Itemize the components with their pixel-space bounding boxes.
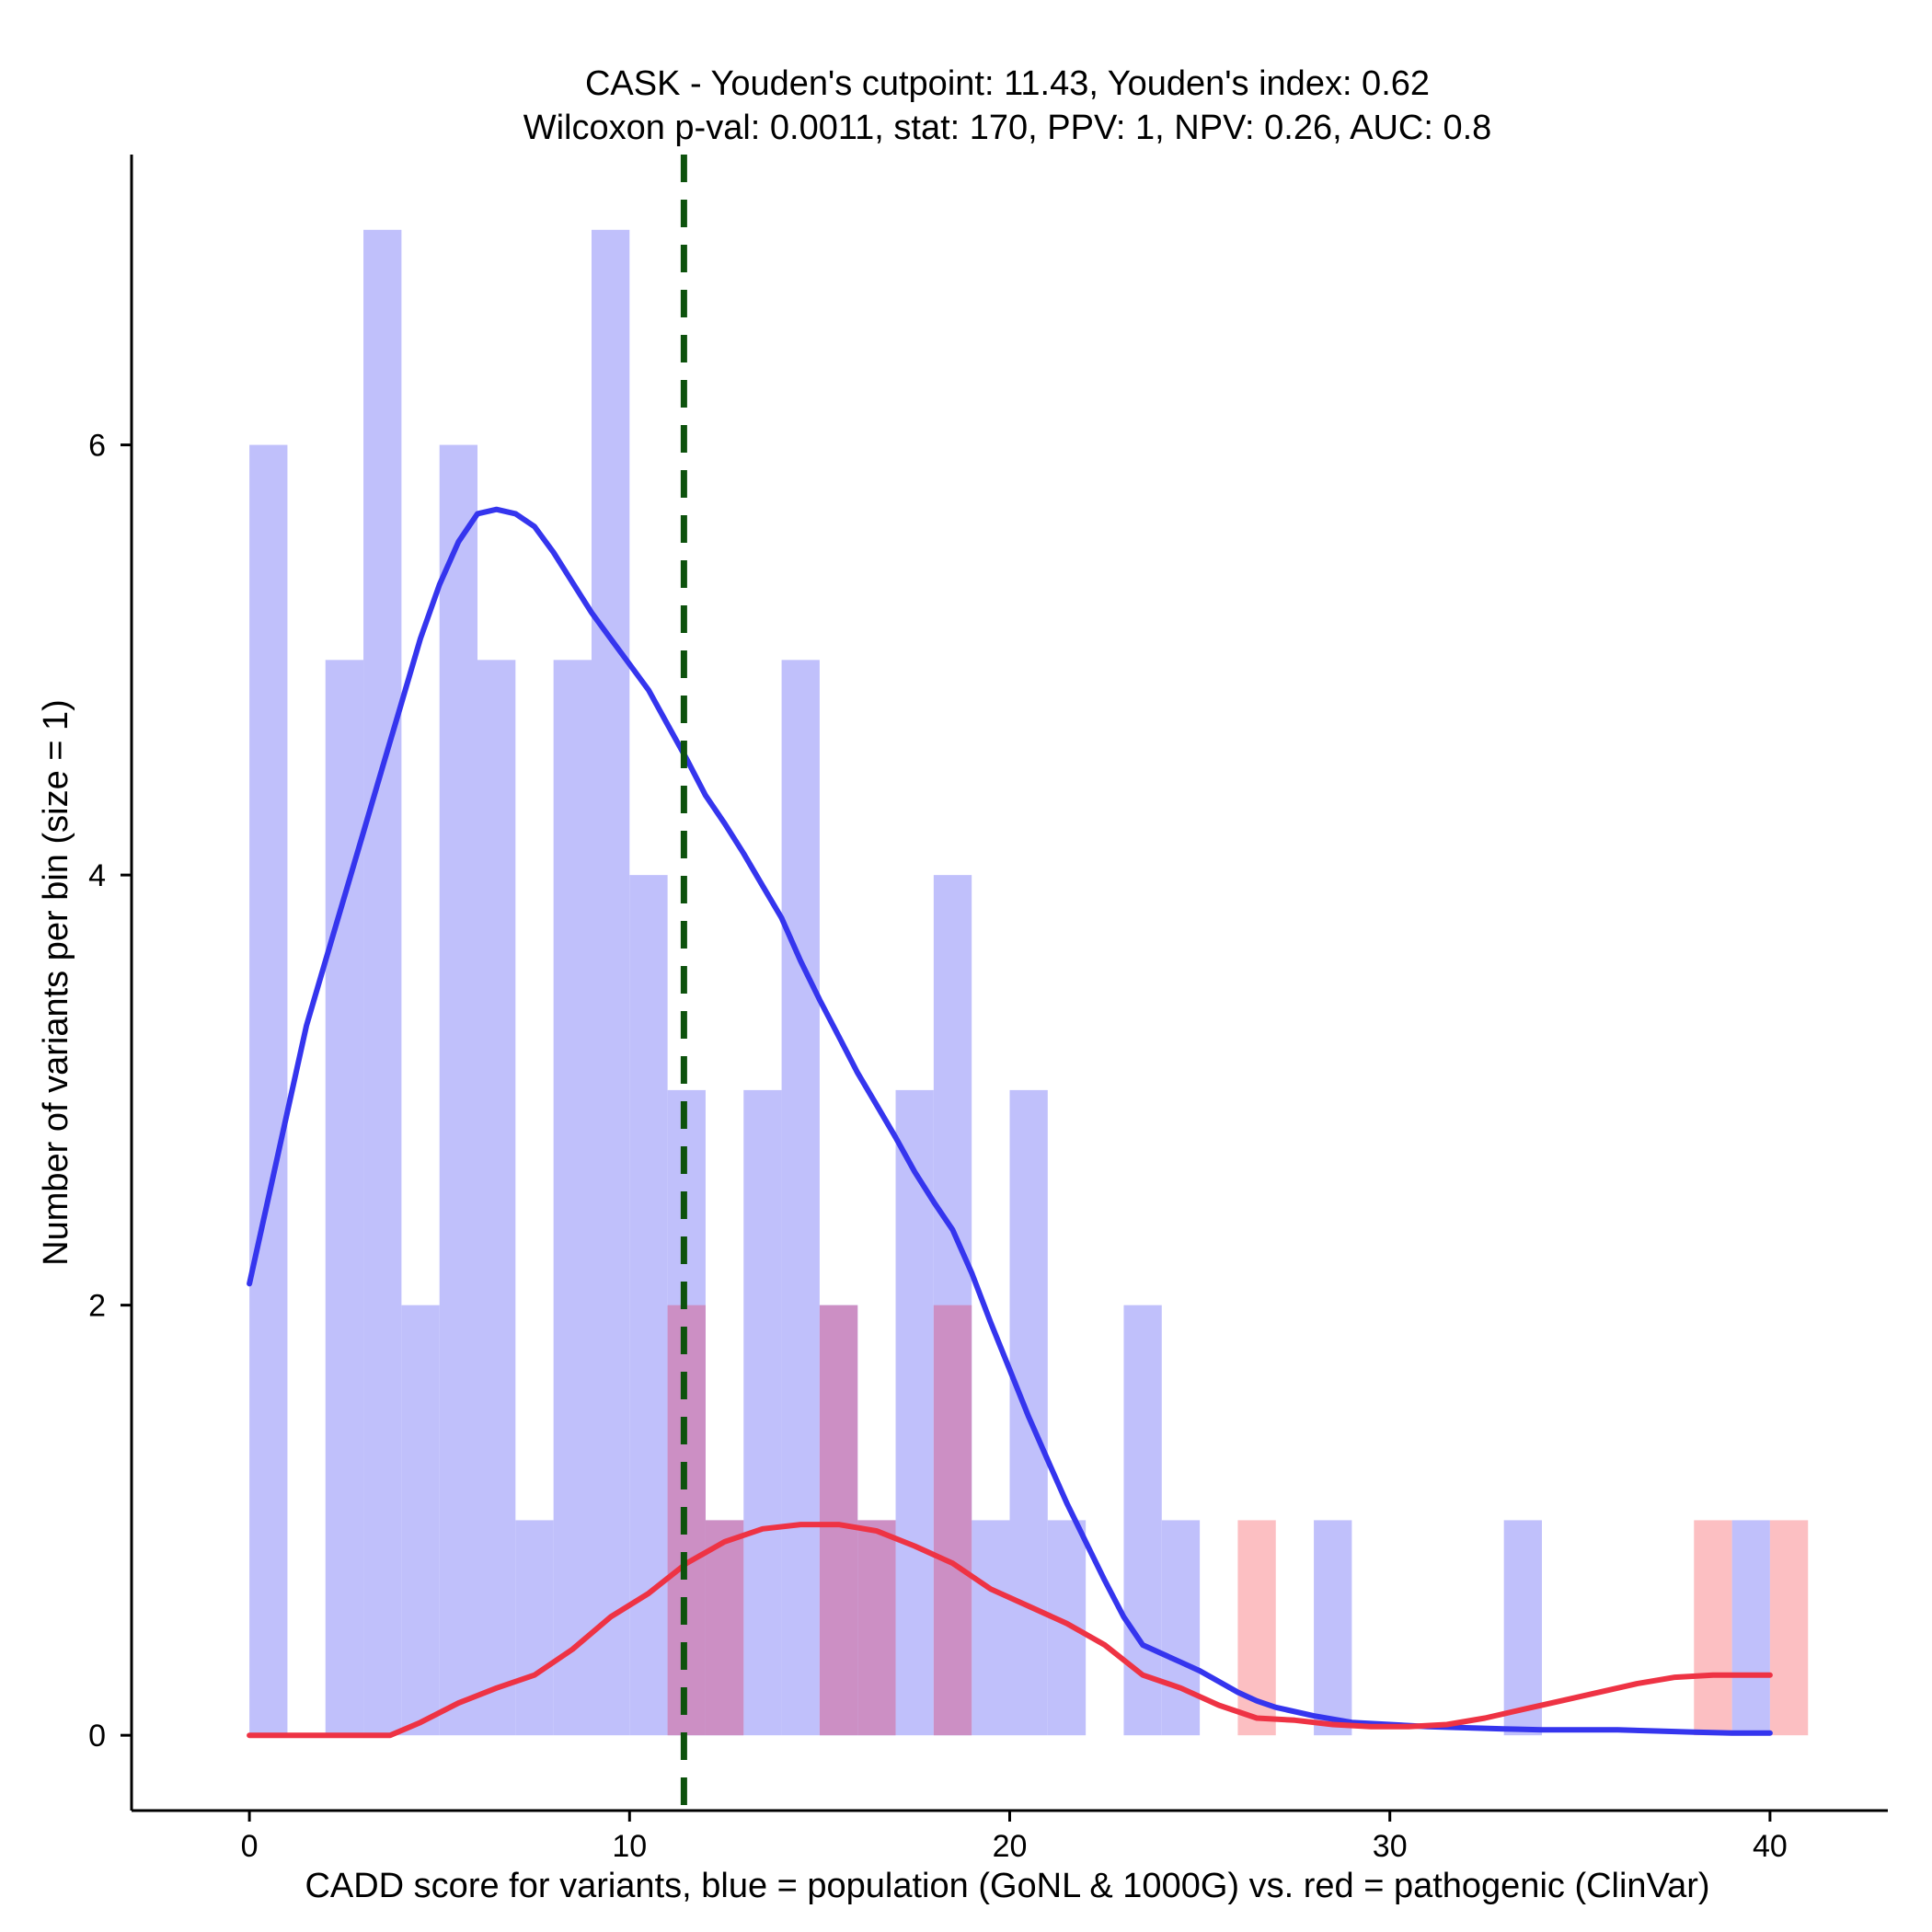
- population-bar: [439, 444, 478, 1736]
- overlap-bar: [933, 1305, 972, 1736]
- y-ticks: 0 2 4 6: [88, 429, 132, 1754]
- population-bar: [1123, 1305, 1162, 1736]
- population-bar: [591, 229, 630, 1736]
- chart-title-line-2: Wilcoxon p-val: 0.0011, stat: 170, PPV: …: [523, 109, 1492, 147]
- x-axis-label: CADD score for variants, blue = populati…: [305, 1867, 1709, 1905]
- y-tick-label: 0: [88, 1719, 106, 1754]
- population-bar: [629, 875, 668, 1736]
- overlap-bar: [705, 1520, 744, 1736]
- population-bar: [972, 1520, 1010, 1736]
- population-bar: [1314, 1520, 1352, 1736]
- population-bar: [743, 1089, 782, 1736]
- y-axis-label: Number of variants per bin (size = 1): [37, 699, 75, 1266]
- density-curves: [247, 506, 1773, 1739]
- pathogenic-bars: [667, 1305, 1809, 1736]
- population-bar: [553, 660, 592, 1736]
- x-tick-label: 40: [1753, 1829, 1788, 1864]
- overlap-bar: [819, 1305, 858, 1736]
- population-bar: [1161, 1520, 1201, 1736]
- population-bars: [249, 229, 1770, 1736]
- population-bar: [325, 660, 364, 1736]
- population-bar: [515, 1520, 554, 1736]
- population-bar: [1503, 1520, 1542, 1736]
- population-bar: [1731, 1520, 1770, 1736]
- population-bar: [477, 660, 516, 1736]
- population-bar: [249, 444, 288, 1736]
- population-bar: [401, 1305, 440, 1736]
- x-tick-label: 20: [993, 1829, 1028, 1864]
- chart-title-line-1: CASK - Youden's cutpoint: 11.43, Youden'…: [585, 64, 1430, 103]
- x-tick-label: 30: [1373, 1829, 1408, 1864]
- x-tick-label: 10: [612, 1829, 647, 1864]
- pathogenic-bar: [1769, 1520, 1809, 1736]
- y-tick-label: 4: [88, 858, 106, 893]
- pathogenic-bar: [1694, 1520, 1732, 1736]
- pathogenic-density-line: [247, 1522, 1773, 1739]
- population-bar: [895, 1089, 934, 1736]
- y-tick-label: 6: [88, 429, 106, 464]
- population-density-line: [247, 506, 1773, 1736]
- population-bar: [363, 229, 402, 1736]
- y-tick-label: 2: [88, 1289, 106, 1324]
- population-bar: [781, 660, 820, 1736]
- x-tick-label: 0: [241, 1829, 259, 1864]
- overlap-bar: [857, 1520, 896, 1736]
- population-bar: [1047, 1520, 1087, 1736]
- x-ticks: 0 10 20 30 40: [241, 1811, 1788, 1864]
